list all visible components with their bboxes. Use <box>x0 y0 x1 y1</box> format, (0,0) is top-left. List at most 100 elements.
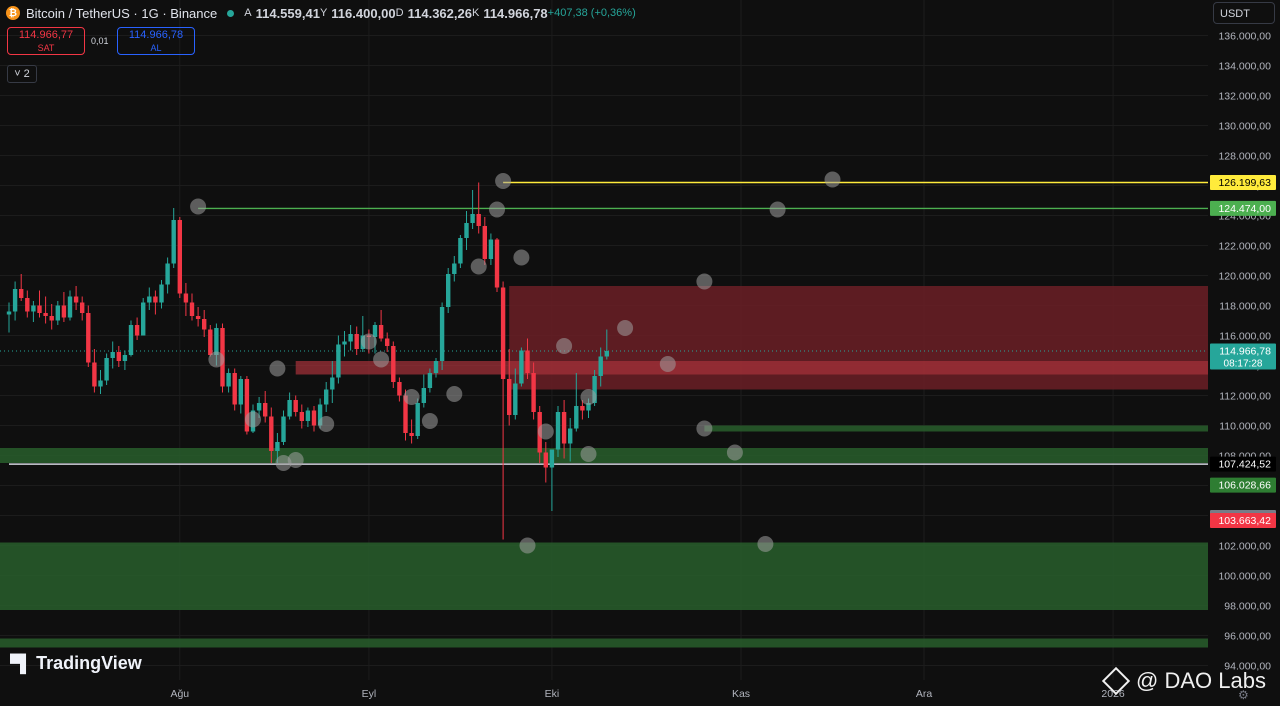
candle-body <box>110 352 115 358</box>
pivot-marker <box>556 338 573 354</box>
candle-body <box>293 400 298 412</box>
pivot-marker <box>269 360 286 377</box>
ohlc-high-value: 116.400,00 <box>331 5 396 21</box>
pivot-marker <box>580 389 597 405</box>
symbol-title[interactable]: Bitcoin / TetherUS · 1G · Binance <box>26 5 218 21</box>
candle-body <box>287 400 292 417</box>
candle-body <box>403 395 408 433</box>
candle-body <box>592 376 597 403</box>
candle-body <box>61 305 67 318</box>
candle-body <box>31 305 36 312</box>
candle-body <box>67 296 73 318</box>
candle-body <box>189 302 195 316</box>
candle-body <box>275 442 280 451</box>
candle-body <box>159 284 164 303</box>
y-tick-label: 102.000,00 <box>1218 541 1271 553</box>
pivot-marker <box>318 416 335 432</box>
candle-body <box>598 356 603 376</box>
candle-body <box>92 362 97 387</box>
candle-body <box>488 239 494 259</box>
indicators-toggle-button[interactable]: ˅ 2 <box>7 65 37 83</box>
candle-body <box>507 379 512 415</box>
support-zone <box>0 542 1208 610</box>
candle-body <box>177 220 182 294</box>
candle-body <box>476 214 481 226</box>
candle-body <box>299 412 304 421</box>
candle-body <box>561 412 567 444</box>
candle-body <box>348 334 353 342</box>
candle-body <box>104 358 109 381</box>
candle-body <box>141 302 146 336</box>
candle-body <box>6 311 12 315</box>
buy-button[interactable]: 114.966,78 AL <box>117 27 195 55</box>
candle-body <box>409 433 414 436</box>
time-axis <box>0 680 1280 706</box>
candle-body <box>433 361 439 373</box>
axis-price-label: 114.966,78 <box>1219 345 1271 357</box>
ohlc-close-value: 114.966,78 <box>483 5 548 21</box>
candle-body <box>263 403 268 417</box>
candle-body <box>586 403 591 411</box>
candle-body <box>12 289 18 312</box>
candle-body <box>385 338 390 346</box>
pivot-marker <box>360 333 377 350</box>
pivot-marker <box>446 386 463 402</box>
candle-body <box>214 328 219 355</box>
binance-diamond-icon <box>1101 666 1131 696</box>
candle-body <box>208 329 213 355</box>
x-tick-label: Eyl <box>362 688 377 700</box>
settings-gear-icon[interactable]: ⚙ <box>1238 688 1249 702</box>
pivot-marker <box>245 411 261 428</box>
y-tick-label: 120.000,00 <box>1218 271 1271 283</box>
pivot-marker <box>726 444 743 461</box>
candle-body <box>86 313 91 363</box>
candle-body <box>232 373 237 405</box>
sell-price: 114.966,77 <box>18 29 74 41</box>
pivot-marker <box>190 198 207 215</box>
level-price-label-bg <box>1210 200 1276 216</box>
y-tick-label: 96.000,00 <box>1224 631 1271 643</box>
ohlc-low-label: D <box>395 7 404 19</box>
level-price-label-bg <box>1210 175 1276 191</box>
axis-price-label: 106.028,66 <box>1218 480 1271 492</box>
tradingview-logo[interactable]: ▀▌ TradingView <box>10 653 142 674</box>
y-tick-label: 110.000,00 <box>1219 421 1271 433</box>
axis-price-label-bg <box>1210 343 1276 370</box>
y-tick-label: 130.000,00 <box>1218 121 1271 133</box>
watermark-text: @ DAO Labs <box>1136 668 1266 693</box>
pivot-marker <box>659 356 676 372</box>
candle-body <box>171 220 176 264</box>
candle-body <box>37 305 42 313</box>
y-tick-label: 122.000,00 <box>1218 241 1271 253</box>
candle-body <box>55 305 60 321</box>
candle-body <box>165 263 170 285</box>
ohlc-open-label: A <box>244 7 252 19</box>
level-price-label: 126.199,63 <box>1218 177 1271 189</box>
pivot-marker <box>519 537 536 554</box>
pivot-marker <box>275 455 292 471</box>
candle-body <box>525 350 530 373</box>
y-tick-label: 118.000,00 <box>1219 301 1271 313</box>
buy-price: 114.966,78 <box>128 29 184 41</box>
currency-selector[interactable]: USDT <box>1213 2 1275 24</box>
candle-body <box>330 377 335 390</box>
candle-body <box>49 316 54 321</box>
pivot-marker <box>824 171 841 188</box>
candle-body <box>482 226 487 259</box>
candle-body <box>238 379 243 405</box>
candle-body <box>19 289 24 298</box>
bitcoin-icon: ₿ <box>6 6 20 20</box>
x-tick-label: Eki <box>545 688 560 700</box>
candle-body <box>202 319 207 330</box>
candle-body <box>415 403 420 436</box>
candle-body <box>80 302 85 313</box>
pivot-marker <box>513 249 530 266</box>
candle-body <box>531 373 536 412</box>
level-price-label-bg <box>1210 456 1276 472</box>
pivot-marker <box>287 452 304 468</box>
pivot-marker <box>208 351 225 368</box>
ohlc-open-value: 114.559,41 <box>255 5 320 21</box>
sell-button[interactable]: 114.966,77 SAT <box>7 27 85 55</box>
candle-body <box>134 325 140 336</box>
